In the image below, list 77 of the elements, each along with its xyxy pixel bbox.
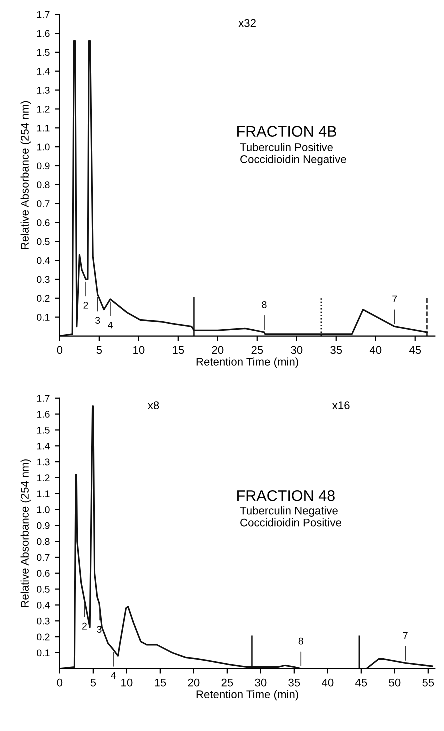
y-tick-label: 1.5: [37, 427, 50, 434]
x-tick-label: 0: [57, 678, 63, 687]
text: Tuberculin Negative Coccidioidin Positive: [240, 506, 342, 527]
y-tick-label: 0.3: [37, 618, 50, 625]
x-tick-label: 40: [370, 346, 382, 354]
x-tick-label: 40: [322, 678, 334, 687]
x-tick-label: 50: [389, 678, 401, 687]
y-tick-label: 0.3: [37, 276, 50, 284]
y-tick-label: 0.8: [37, 538, 50, 546]
text: FRACTION 48: [238, 490, 335, 502]
annotation: 4: [108, 322, 113, 329]
annotation: 4: [111, 672, 116, 680]
y-tick-label: 1.1: [37, 490, 50, 498]
y-tick-label: 1.1: [37, 124, 50, 132]
x-tick-label: 45: [409, 346, 422, 354]
x-tick-label: 15: [173, 346, 184, 354]
annotation: 7: [392, 296, 398, 303]
x-tick-label: 25: [222, 678, 234, 687]
x-tick-label: 5: [96, 346, 102, 354]
x-axis-title: Retention Time (min): [196, 690, 298, 701]
x-tick-label: 45: [356, 678, 368, 687]
annotation: 2: [82, 622, 87, 630]
y-tick-label: 0.9: [37, 522, 50, 530]
y-tick-label: 1.3: [37, 458, 50, 466]
y-tick-label: 0.5: [37, 238, 50, 246]
y-tick-label: 0.7: [37, 200, 50, 208]
x-tick-label: 20: [188, 678, 200, 687]
x-tick-label: 10: [134, 346, 145, 354]
y-tick-label: 0.8: [37, 182, 50, 189]
y-tick-label: 0.1: [37, 650, 50, 657]
x-tick-label: 25: [252, 346, 264, 354]
annotation: x32: [238, 19, 256, 28]
y-tick-label: 1.0: [37, 506, 50, 514]
x-tick-label: 5: [90, 678, 96, 687]
y-tick-label: 0.4: [37, 257, 50, 264]
annotation: 8: [298, 638, 304, 645]
x-tick-label: 30: [291, 346, 303, 354]
x-tick-label: 0: [57, 346, 63, 354]
text: FRACTION 4B: [238, 126, 336, 137]
x-tick-label: 15: [155, 678, 166, 687]
y-tick-label: 1.5: [37, 49, 50, 56]
y-tick-label: 0.7: [37, 554, 50, 562]
x-tick-label: 20: [212, 346, 224, 354]
x-tick-label: 35: [288, 678, 300, 687]
y-tick-label: 1.0: [37, 144, 50, 151]
y-tick-label: 1.4: [37, 442, 50, 450]
x-tick-label: 30: [255, 678, 267, 687]
y-tick-label: 1.7: [37, 395, 50, 402]
y-tick-label: 1.6: [37, 411, 50, 418]
text: Tuberculin Positive Coccidioidin Negative: [240, 143, 346, 166]
y-tick-label: 1.7: [37, 11, 50, 18]
x-tick-label: 10: [122, 678, 133, 687]
annotation: 8: [262, 301, 267, 308]
y-tick-label: 1.2: [37, 474, 50, 482]
annotation: 3: [96, 317, 100, 324]
y-tick-label: 0.2: [37, 634, 50, 641]
annotation: 7: [403, 632, 408, 640]
y-axis-title: Relative Absorbance (254 nm): [20, 460, 32, 608]
annotation: 3: [97, 626, 102, 633]
y-tick-label: 0.9: [37, 162, 50, 170]
y-tick-label: 0.6: [37, 219, 50, 226]
y-tick-label: 1.6: [37, 30, 50, 38]
annotation: x16: [332, 402, 350, 410]
y-tick-label: 1.2: [37, 106, 50, 113]
y-tick-label: 1.4: [37, 68, 50, 75]
y-tick-label: 0.1: [37, 314, 50, 321]
y-tick-label: 0.5: [37, 586, 50, 593]
annotation: x8: [148, 402, 160, 410]
x-tick-label: 35: [330, 346, 342, 354]
y-tick-label: 0.2: [37, 295, 50, 302]
y-axis-title: Relative Absorbance (254 nm): [20, 101, 32, 250]
y-tick-label: 0.6: [37, 570, 50, 578]
y-tick-label: 1.3: [37, 87, 50, 94]
annotation: 2: [84, 302, 88, 309]
x-tick-label: 55: [422, 678, 434, 687]
y-tick-label: 0.4: [37, 602, 50, 609]
x-axis-title: Retention Time (min): [196, 358, 298, 368]
